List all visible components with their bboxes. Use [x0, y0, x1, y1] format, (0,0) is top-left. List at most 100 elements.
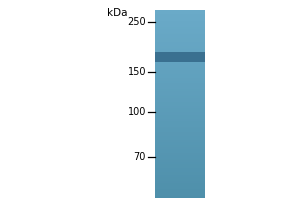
Bar — [155, 48, 205, 49]
Bar — [155, 57, 205, 59]
Bar — [155, 93, 205, 95]
Bar — [155, 21, 205, 23]
Bar — [155, 61, 205, 63]
Bar — [155, 18, 205, 19]
Text: 100: 100 — [128, 107, 146, 117]
Bar — [155, 194, 205, 196]
Bar — [155, 98, 205, 100]
Bar — [155, 38, 205, 40]
Bar — [155, 172, 205, 174]
Bar — [155, 166, 205, 168]
Bar — [155, 160, 205, 162]
Bar — [155, 46, 205, 48]
Bar — [155, 179, 205, 181]
Bar — [155, 42, 205, 44]
Bar — [155, 110, 205, 112]
Bar — [155, 187, 205, 189]
Bar — [155, 192, 205, 194]
Bar — [155, 76, 205, 78]
Bar — [155, 59, 205, 61]
Bar — [155, 136, 205, 138]
Bar — [155, 128, 205, 130]
Text: 70: 70 — [134, 152, 146, 162]
Bar — [155, 34, 205, 36]
Bar — [155, 49, 205, 51]
Bar — [155, 151, 205, 153]
Bar — [155, 78, 205, 80]
Bar — [155, 89, 205, 91]
Bar — [155, 138, 205, 140]
Bar — [155, 72, 205, 74]
Bar — [155, 70, 205, 72]
Bar — [155, 27, 205, 29]
Bar — [155, 106, 205, 108]
Bar — [155, 40, 205, 42]
Bar — [155, 55, 205, 57]
Bar — [155, 23, 205, 25]
Bar — [155, 175, 205, 177]
Bar — [155, 189, 205, 190]
Text: 250: 250 — [128, 17, 146, 27]
Bar — [155, 112, 205, 113]
Bar — [155, 25, 205, 27]
Text: 150: 150 — [128, 67, 146, 77]
Bar — [155, 85, 205, 87]
Bar — [155, 53, 205, 55]
Bar — [155, 125, 205, 127]
Bar — [155, 130, 205, 132]
Bar — [155, 140, 205, 142]
Bar — [155, 108, 205, 110]
Bar — [155, 74, 205, 76]
Bar — [155, 164, 205, 166]
Bar — [155, 65, 205, 66]
Bar — [155, 96, 205, 98]
Bar — [155, 117, 205, 119]
Bar — [155, 91, 205, 93]
Bar — [155, 95, 205, 96]
Bar — [155, 14, 205, 16]
Bar — [155, 147, 205, 149]
Bar — [155, 10, 205, 12]
Bar — [155, 33, 205, 34]
Bar — [155, 66, 205, 68]
Bar — [155, 127, 205, 128]
Bar — [155, 80, 205, 81]
Bar — [155, 159, 205, 160]
Bar — [155, 44, 205, 46]
Bar — [155, 51, 205, 53]
Bar — [155, 16, 205, 18]
Text: kDa: kDa — [107, 8, 128, 18]
Bar — [155, 12, 205, 14]
Bar — [155, 102, 205, 104]
Bar — [155, 121, 205, 123]
Bar — [155, 81, 205, 83]
Bar — [155, 63, 205, 65]
Bar — [155, 113, 205, 115]
Bar — [155, 83, 205, 85]
Bar — [155, 142, 205, 143]
Bar — [155, 52, 205, 62]
Bar — [155, 153, 205, 155]
Bar — [155, 19, 205, 21]
Bar — [155, 149, 205, 151]
Bar — [155, 134, 205, 136]
Bar — [155, 104, 205, 106]
Bar — [155, 145, 205, 147]
Bar — [155, 157, 205, 159]
Bar — [155, 174, 205, 175]
Bar — [155, 68, 205, 70]
Bar — [155, 115, 205, 117]
Bar — [155, 170, 205, 172]
Bar — [155, 87, 205, 89]
Bar — [155, 119, 205, 121]
Bar — [155, 181, 205, 183]
Bar — [155, 29, 205, 31]
Bar — [155, 143, 205, 145]
Bar — [155, 196, 205, 198]
Bar — [155, 31, 205, 33]
Bar — [155, 132, 205, 134]
Bar — [155, 100, 205, 102]
Bar — [155, 123, 205, 125]
Bar — [155, 36, 205, 38]
Bar — [155, 190, 205, 192]
